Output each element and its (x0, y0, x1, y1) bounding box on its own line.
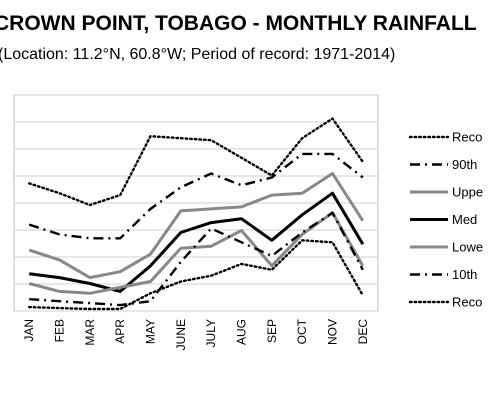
x-tick-label: JAN (22, 319, 36, 342)
series-line-4 (29, 191, 365, 293)
legend-label: Med (452, 212, 477, 227)
chart-subtitle: (Location: 11.2°N, 60.8°W; Period of rec… (0, 46, 396, 63)
x-tick-label: APR (113, 319, 127, 344)
x-tick-label: JUNE (174, 319, 188, 350)
legend-label: Reco (452, 130, 482, 145)
series-line-5 (28, 211, 365, 295)
x-tick-label: NOV (326, 319, 340, 345)
x-tick-label: MAY (144, 319, 158, 344)
x-tick-label: OCT (295, 318, 309, 344)
legend-label: 90th (452, 157, 477, 172)
legend-label: Lowe (452, 240, 483, 255)
series-line-7 (28, 239, 364, 311)
legend-label: Reco (452, 295, 482, 310)
x-tick-label: DEC (356, 319, 370, 345)
x-tick-label: SEP (265, 319, 279, 343)
x-tick-label: AUG (235, 319, 249, 345)
legend-label: 10th (452, 267, 477, 282)
series-line-1 (28, 117, 364, 207)
series-line-3 (28, 172, 365, 280)
legend-label: Uppe (452, 185, 483, 200)
chart-title: CROWN POINT, TOBAGO - MONTHLY RAINFALL (0, 12, 477, 35)
x-tick-label: MAR (83, 319, 97, 346)
x-tick-label: FEB (53, 319, 67, 342)
x-tick-label: JULY (204, 319, 218, 347)
series-line-2 (28, 152, 364, 240)
